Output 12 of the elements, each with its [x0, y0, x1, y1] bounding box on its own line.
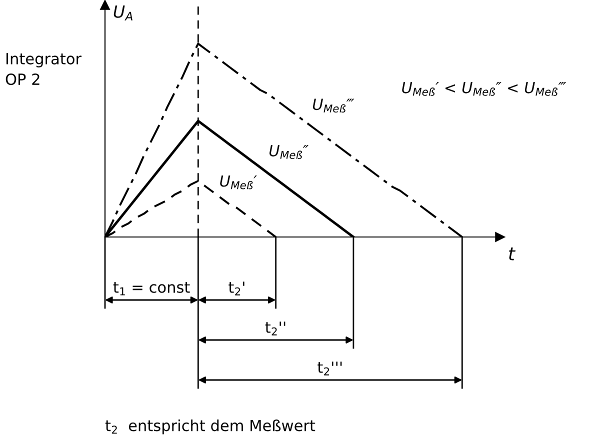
text: Integrator OP 2: [6, 53, 82, 86]
series-label: U$_{Meß}$‴: [312, 98, 354, 113]
text: t$_{2}$': [228, 282, 244, 296]
text: t$_{2}$'': [265, 322, 286, 336]
series-label: U$_{Meß}$′: [220, 175, 257, 190]
text: t$_{2}$ entspricht dem Meßwert: [105, 419, 316, 434]
text: t$_{2}$''': [318, 362, 342, 376]
x-axis-title: t: [509, 248, 516, 260]
annotation: U$_{Meß}$′ < U$_{Meß}$″ < U$_{Meß}$‴: [402, 82, 566, 96]
y-axis-title: U$_{A}$: [114, 5, 132, 20]
series-label: U$_{Meß}$″: [270, 145, 309, 159]
text: t$_{1}$ = const: [113, 282, 190, 296]
